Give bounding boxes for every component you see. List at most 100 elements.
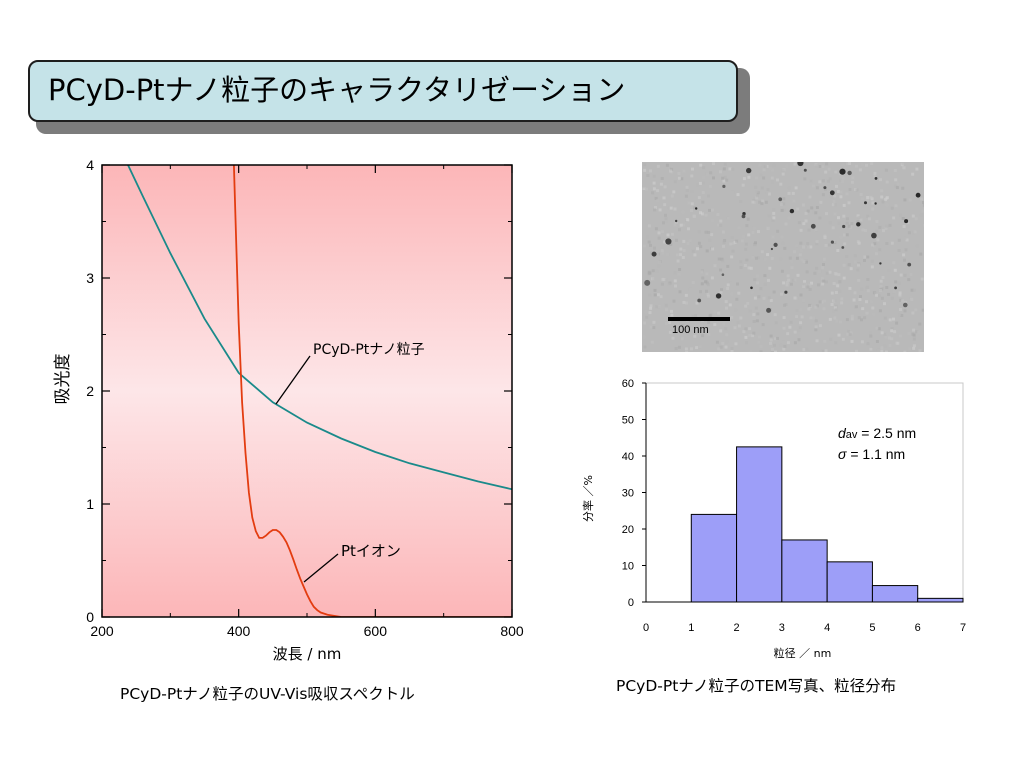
tem-grain [805, 347, 809, 351]
tem-grain [771, 348, 774, 351]
tem-particle [894, 286, 897, 290]
y-tick-label: 40 [622, 451, 634, 463]
tem-grain [824, 170, 828, 174]
tem-grain [654, 206, 657, 209]
tem-grain [828, 221, 832, 225]
tem-grain [679, 223, 683, 227]
tem-grain [725, 178, 729, 182]
tem-grain [914, 308, 918, 312]
tem-grain [832, 309, 835, 313]
tem-grain [883, 302, 886, 306]
y-tick-label: 20 [622, 524, 634, 536]
tem-grain [692, 214, 696, 218]
tem-particle [864, 201, 867, 205]
tem-grain [845, 233, 849, 237]
tem-grain [767, 226, 771, 230]
tem-grain [823, 339, 827, 343]
tem-grain [800, 315, 804, 319]
tem-grain [833, 306, 837, 310]
tem-grain [656, 199, 660, 202]
tem-grain [817, 283, 820, 287]
tem-grain [869, 331, 872, 335]
tem-grain [740, 239, 744, 243]
tem-grain [705, 281, 709, 285]
tem-grain [721, 341, 725, 345]
tem-grain [894, 204, 898, 208]
tem-grain [707, 194, 710, 198]
tem-grain [730, 347, 734, 350]
tem-grain [841, 180, 844, 183]
tem-grain [882, 229, 885, 233]
tem-grain [824, 349, 828, 352]
tem-grain [794, 186, 798, 190]
tem-grain [763, 257, 767, 261]
x-axis-label: 粒径 ／ nm [774, 646, 832, 660]
tem-grain [890, 206, 894, 210]
tem-grain [733, 326, 737, 330]
tem-grain [708, 184, 712, 188]
tem-grain [785, 283, 789, 287]
tem-grain [678, 290, 682, 294]
tem-grain [720, 288, 723, 292]
tem-particle [722, 184, 726, 188]
tem-grain [842, 203, 846, 207]
tem-grain [813, 271, 817, 275]
tem-grain [702, 176, 705, 180]
tem-grain [688, 287, 692, 291]
tem-particle [847, 170, 852, 176]
tem-grain [860, 318, 863, 322]
tem-grain [680, 177, 684, 181]
tem-grain [818, 300, 822, 304]
tem-grain [719, 219, 723, 223]
tem-grain [708, 238, 712, 242]
y-tick-label: 0 [628, 597, 634, 609]
tem-grain [883, 316, 887, 320]
tem-grain [859, 218, 863, 222]
tem-grain [822, 257, 826, 261]
tem-grain [776, 229, 780, 233]
tem-grain [902, 253, 906, 257]
tem-grain [782, 316, 786, 320]
tem-grain [860, 287, 864, 291]
tem-grain [873, 291, 877, 295]
tem-grain [687, 227, 690, 231]
tem-grain [737, 324, 741, 328]
tem-grain [880, 349, 884, 352]
tem-particle [697, 298, 702, 303]
tem-grain [793, 296, 797, 300]
tem-grain [681, 210, 685, 214]
nanoparticle-label: PCyD-Ptナノ粒子 [313, 342, 425, 358]
tem-grain [787, 191, 791, 195]
tem-grain [897, 249, 901, 252]
tem-grain [866, 278, 870, 281]
tem-grain [810, 281, 813, 285]
tem-grain [769, 338, 773, 342]
tem-grain [719, 329, 723, 333]
tem-grain [701, 181, 705, 185]
tem-grain [893, 169, 897, 172]
tem-grain [731, 190, 735, 194]
tem-grain [821, 282, 825, 286]
tem-grain [847, 224, 851, 228]
tem-grain [792, 199, 796, 203]
tem-grain [847, 162, 851, 165]
tem-grain [802, 260, 806, 264]
tem-grain [851, 176, 855, 180]
tem-grain [650, 251, 654, 255]
tem-grain [833, 316, 837, 320]
tem-grain [783, 246, 787, 250]
tem-grain [802, 245, 805, 249]
tem-grain [804, 211, 808, 215]
tem-grain [701, 200, 705, 204]
tem-grain [908, 198, 912, 202]
tem-grain [675, 253, 679, 257]
tem-grain [818, 165, 822, 168]
tem-grain [726, 264, 730, 268]
tem-grain [874, 252, 878, 256]
tem-grain [802, 299, 805, 303]
tem-grain [690, 347, 693, 351]
tem-grain [747, 175, 751, 179]
tem-grain [749, 266, 753, 270]
tem-grain [655, 305, 659, 309]
tem-grain [803, 280, 806, 284]
